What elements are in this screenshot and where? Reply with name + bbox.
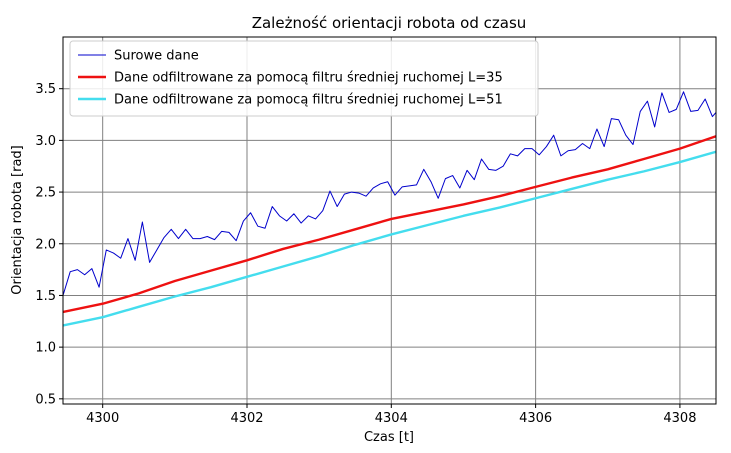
legend-box	[69, 40, 539, 117]
legend-label-3: Dane odfiltrowane za pomocą filtru średn…	[114, 93, 503, 108]
chart-title: Zależność orientacji robota od czasu	[252, 14, 527, 32]
y-axis-ticks: 0.5 1.0 1.5 2.0 2.5 3.0 3.5	[35, 82, 63, 407]
y-tick-label: 2.5	[35, 186, 56, 201]
legend: Surowe dane Dane odfiltrowane za pomocą f…	[69, 40, 539, 117]
series-layer	[63, 91, 716, 327]
x-tick-label: 4306	[519, 411, 552, 426]
y-tick-label: 3.0	[35, 134, 56, 149]
y-tick-label: 0.5	[35, 392, 56, 407]
y-axis-label: Orientacja robota [rad]	[10, 145, 25, 294]
y-tick-label: 1.5	[35, 289, 56, 304]
legend-label-2: Dane odfiltrowane za pomocą filtru średn…	[114, 71, 503, 86]
x-axis-label: Czas [t]	[364, 430, 414, 445]
series-line-2	[63, 135, 716, 314]
x-tick-label: 4308	[663, 411, 696, 426]
plot-frame	[62, 36, 717, 405]
legend-label-1: Surowe dane	[114, 49, 199, 64]
x-tick-label: 4300	[86, 411, 119, 426]
y-tick-label: 2.0	[35, 237, 56, 252]
x-tick-label: 4302	[230, 411, 263, 426]
y-tick-label: 3.5	[35, 82, 56, 97]
y-tick-label: 1.0	[35, 341, 56, 356]
x-axis-ticks: 4300 4302 4304 4306 4308	[86, 404, 696, 426]
x-tick-label: 4304	[375, 411, 408, 426]
series-line-1	[63, 91, 716, 296]
series-line-3	[63, 150, 716, 327]
